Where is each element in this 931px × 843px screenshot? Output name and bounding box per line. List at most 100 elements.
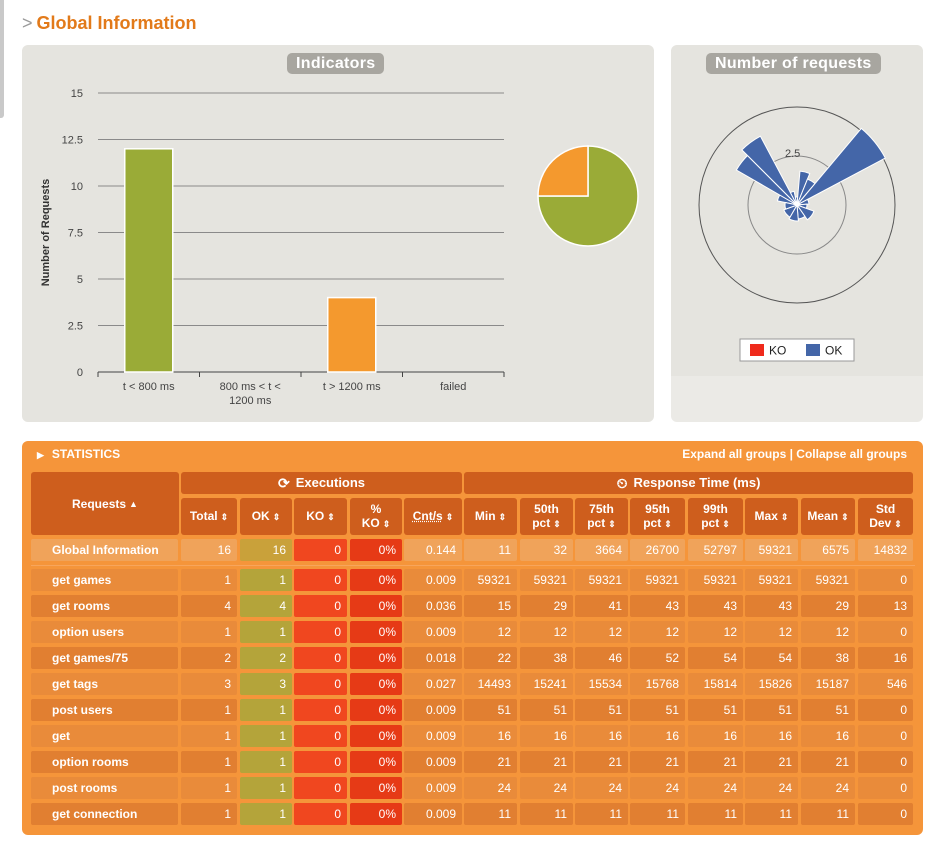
cell-95th-pct: 12 — [630, 621, 685, 643]
cell-cnts: 0.009 — [404, 803, 462, 825]
table-row[interactable]: get tags 3 3 0 0% 0.027 14493 15241 15534 15768 15… — [31, 673, 915, 695]
cell-cnts: 0.009 — [404, 725, 462, 747]
table-row[interactable]: get rooms 4 4 0 0% 0.036 15 29 41 43 43 43 29 13 — [31, 595, 915, 617]
column-header-label: Requests — [72, 496, 127, 511]
cell-total: 3 — [181, 673, 237, 695]
cell-total: 1 — [181, 777, 237, 799]
column-header-text: pct ⇕ — [587, 516, 616, 530]
cell-total: 1 — [181, 725, 237, 747]
request-name[interactable]: get games — [31, 569, 178, 591]
column-header-ko[interactable]: KO ⇕ — [294, 498, 347, 535]
x-tick-label: t > 1200 ms — [323, 381, 381, 393]
cell-total: 1 — [181, 751, 237, 773]
column-header-ok[interactable]: OK ⇕ — [240, 498, 292, 535]
cell-min: 21 — [464, 751, 517, 773]
table-row[interactable]: post users 1 1 0 0% 0.009 51 51 51 51 51 51 51 0 — [31, 699, 915, 721]
table-row-global[interactable]: Global Information 16 16 0 0% 0.144 11 32 3664 26… — [31, 539, 915, 561]
request-name[interactable]: post users — [31, 699, 178, 721]
page-title: > Global Information — [22, 13, 197, 34]
cell-mean: 29 — [801, 595, 855, 617]
cell-95th-pct: 52 — [630, 647, 685, 669]
link-separator: | — [789, 447, 793, 461]
x-tick-label: 800 ms < t < — [220, 381, 281, 393]
column-header-std-dev[interactable]: Std Dev ⇕ — [858, 498, 913, 535]
legend-ko-label: KO — [769, 344, 786, 358]
statistics-toggle[interactable]: ▶ STATISTICS — [37, 447, 120, 461]
column-header-75th-pct[interactable]: 75th pct ⇕ — [575, 498, 628, 535]
cell-max: 24 — [745, 777, 798, 799]
cell-min: 14493 — [464, 673, 517, 695]
cell-ko: 0 — [294, 777, 347, 799]
cell-min: 51 — [464, 699, 517, 721]
sort-icon: ⇕ — [722, 519, 730, 529]
legend-ok-swatch — [806, 344, 820, 356]
request-name[interactable]: option rooms — [31, 751, 178, 773]
y-tick-label: 7.5 — [68, 228, 83, 240]
expand-all-link[interactable]: Expand all groups — [682, 447, 787, 461]
collapse-all-link[interactable]: Collapse all groups — [796, 447, 907, 461]
table-row[interactable]: get connection 1 1 0 0% 0.009 11 11 11 11 11 11 11 0 — [31, 803, 915, 825]
cell-ko: 0 — [294, 621, 347, 643]
cell-min: 15 — [464, 595, 517, 617]
sort-icon: ⇕ — [664, 519, 672, 529]
cell-ko: 0 — [294, 539, 347, 561]
table-row[interactable]: option rooms 1 1 0 0% 0.009 21 21 21 21 21 21 21 0 — [31, 751, 915, 773]
column-header-mean[interactable]: Mean ⇕ — [801, 498, 855, 535]
cell-50th-pct: 21 — [520, 751, 573, 773]
y-tick-label: 15 — [71, 88, 83, 100]
cell-mean: 51 — [801, 699, 855, 721]
request-name[interactable]: get tags — [31, 673, 178, 695]
column-header-95th-pct[interactable]: 95th pct ⇕ — [630, 498, 685, 535]
table-row[interactable]: get games 1 1 0 0% 0.009 59321 59321 59321 59321 5… — [31, 569, 915, 591]
sort-icon: ⇕ — [498, 512, 507, 522]
cell-ok: 4 — [240, 595, 292, 617]
cell-ok: 1 — [240, 777, 292, 799]
sort-icon: ⇕ — [220, 512, 229, 522]
column-header-total[interactable]: Total ⇕ — [181, 498, 237, 535]
response-time-label: Response Time (ms) — [633, 475, 761, 490]
column-header-cnts[interactable]: Cnt/s ⇕ — [404, 498, 462, 535]
request-name[interactable]: get connection — [31, 803, 178, 825]
table-row[interactable]: get games/75/images1100%0.00916161616161… — [31, 725, 915, 765]
cell-std-dev: 546 — [858, 673, 913, 695]
radial-wedge-7 — [796, 127, 886, 206]
request-name[interactable]: post rooms — [31, 777, 178, 799]
request-name[interactable]: get games/75/images — [31, 725, 178, 765]
cell-95th-pct: 51 — [630, 699, 685, 721]
table-row[interactable]: option users 1 1 0 0% 0.009 12 12 12 12 12 12 12 0 — [31, 621, 915, 643]
column-header--ko[interactable]: % KO ⇕ — [350, 498, 402, 535]
table-row[interactable]: get games/75 2 2 0 0% 0.018 22 38 46 52 54 54 38 16 — [31, 647, 915, 669]
column-header-label: 95th pct ⇕ — [643, 502, 672, 531]
request-name[interactable]: get rooms — [31, 595, 178, 617]
sort-icon: ⇕ — [272, 512, 281, 522]
column-header-99th-pct[interactable]: 99th pct ⇕ — [688, 498, 743, 535]
indicators-chart: 0 2.5 5 7.5 10 12.5 15 Number of Requests t < 80… — [40, 88, 639, 407]
table-row[interactable]: post rooms 1 1 0 0% 0.009 24 24 24 24 24 24 24 0 — [31, 777, 915, 799]
column-header-50th-pct[interactable]: 50th pct ⇕ — [520, 498, 573, 535]
column-header-text: pct ⇕ — [701, 516, 730, 530]
request-name[interactable]: option users — [31, 621, 178, 643]
cell--ko: 0% — [350, 647, 402, 669]
column-header-max[interactable]: Max ⇕ — [745, 498, 798, 535]
request-name[interactable]: Global Information — [31, 539, 178, 561]
cell-mean: 21 — [801, 751, 855, 773]
column-header-requests[interactable]: Requests ▲ — [31, 472, 179, 535]
column-header-label: Max ⇕ — [755, 509, 789, 524]
cell--ko: 0% — [350, 725, 402, 747]
cell-max: 43 — [745, 595, 798, 617]
cell--ko: 0% — [350, 777, 402, 799]
cell--ko: 0% — [350, 569, 402, 591]
side-tab — [0, 0, 4, 118]
cell-cnts: 0.009 — [404, 751, 462, 773]
cell-50th-pct: 32 — [520, 539, 573, 561]
cell-99th-pct: 51 — [688, 699, 743, 721]
column-header-min[interactable]: Min ⇕ — [464, 498, 517, 535]
cell-max: 11 — [745, 803, 798, 825]
request-name[interactable]: get games/75 — [31, 647, 178, 669]
cell-75th-pct: 21 — [575, 751, 628, 773]
radial-wedge-13 — [783, 204, 799, 218]
cell-95th-pct: 11 — [630, 803, 685, 825]
cell-mean: 38 — [801, 647, 855, 669]
cell-99th-pct: 59321 — [688, 569, 743, 591]
column-header-text: 99th — [703, 502, 728, 516]
